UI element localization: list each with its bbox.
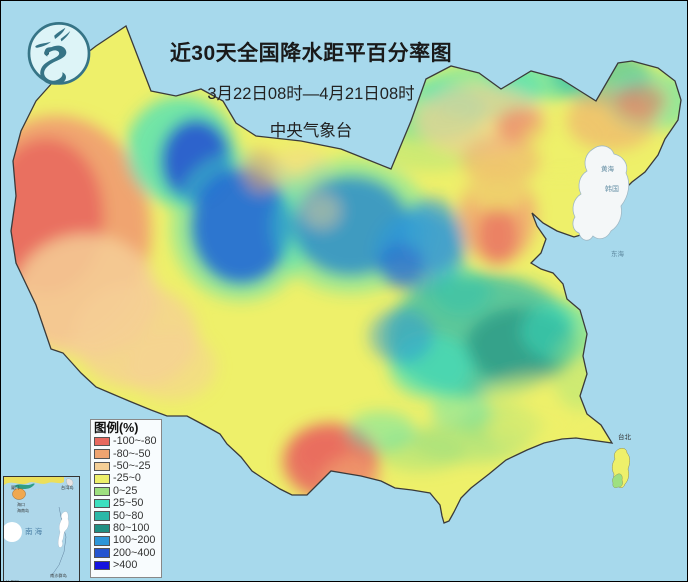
svg-text:海口: 海口: [17, 501, 25, 507]
svg-text:厦门: 厦门: [11, 484, 19, 491]
svg-text:台北: 台北: [618, 432, 632, 441]
svg-text:韩国: 韩国: [605, 184, 619, 193]
svg-text:南 海: 南 海: [25, 526, 43, 536]
svg-text:比例尺 1:40 000 000: 比例尺 1:40 000 000: [6, 579, 46, 582]
svg-text:台湾岛: 台湾岛: [61, 484, 74, 491]
svg-text:海南岛: 海南岛: [17, 507, 29, 513]
svg-text:东海: 东海: [611, 249, 625, 258]
svg-text:黄海: 黄海: [601, 164, 615, 173]
svg-text:南沙群岛: 南沙群岛: [50, 572, 67, 579]
